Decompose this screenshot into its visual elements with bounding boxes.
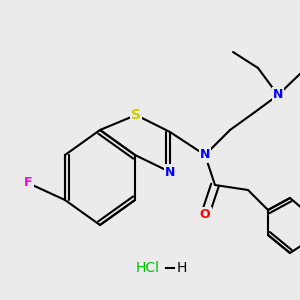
Text: N: N [200, 148, 210, 161]
Text: H: H [177, 261, 187, 275]
Text: O: O [200, 208, 210, 221]
Text: HCl: HCl [136, 261, 160, 275]
Text: S: S [131, 108, 141, 122]
Text: N: N [165, 166, 175, 178]
Text: N: N [273, 88, 283, 101]
Text: F: F [24, 176, 32, 190]
